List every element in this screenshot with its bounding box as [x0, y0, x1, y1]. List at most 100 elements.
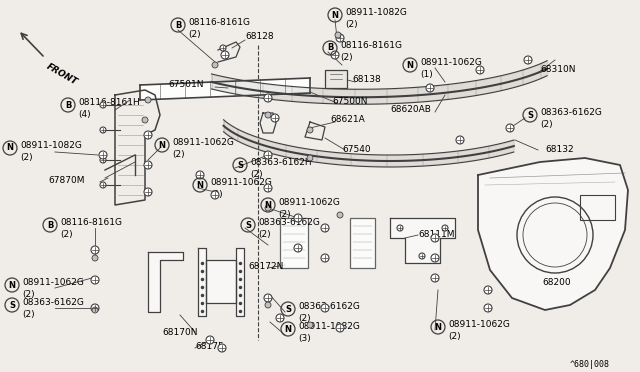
Circle shape — [264, 94, 272, 102]
Text: B: B — [175, 20, 181, 29]
Circle shape — [307, 322, 313, 328]
Text: 08911-1082G: 08911-1082G — [20, 141, 82, 150]
Circle shape — [397, 225, 403, 231]
Text: 08911-1082G: 08911-1082G — [298, 322, 360, 331]
Circle shape — [212, 62, 218, 68]
Circle shape — [524, 56, 532, 64]
Circle shape — [271, 114, 279, 122]
Text: (2): (2) — [20, 153, 33, 162]
Circle shape — [206, 336, 214, 344]
Text: (2): (2) — [345, 20, 358, 29]
Circle shape — [321, 224, 329, 232]
Text: 68172N: 68172N — [248, 262, 284, 271]
Circle shape — [91, 304, 99, 312]
Text: (4): (4) — [78, 110, 91, 119]
Circle shape — [431, 274, 439, 282]
Text: 08363-6162G: 08363-6162G — [22, 298, 84, 307]
Circle shape — [321, 304, 329, 312]
Circle shape — [484, 286, 492, 294]
Text: (1): (1) — [420, 70, 433, 79]
Circle shape — [331, 51, 339, 59]
Text: (2): (2) — [22, 290, 35, 299]
Circle shape — [337, 212, 343, 218]
Circle shape — [144, 161, 152, 169]
Text: 68200: 68200 — [542, 278, 571, 287]
Circle shape — [91, 276, 99, 284]
Circle shape — [100, 127, 106, 133]
Text: (2): (2) — [258, 230, 271, 239]
Text: S: S — [527, 110, 533, 119]
Circle shape — [264, 151, 272, 159]
Circle shape — [456, 136, 464, 144]
Text: 08911-1062G: 08911-1062G — [22, 278, 84, 287]
Polygon shape — [390, 218, 455, 263]
Circle shape — [92, 307, 98, 313]
Circle shape — [142, 117, 148, 123]
Circle shape — [426, 84, 434, 92]
Text: (2): (2) — [172, 150, 184, 159]
Text: S: S — [237, 160, 243, 170]
Circle shape — [419, 253, 425, 259]
Bar — [350, 218, 375, 268]
Text: 08363-6162G: 08363-6162G — [298, 302, 360, 311]
Circle shape — [265, 302, 271, 308]
Text: (2): (2) — [448, 332, 461, 341]
Text: 08911-1082G: 08911-1082G — [345, 8, 407, 17]
Text: (2): (2) — [60, 230, 72, 239]
Text: 08116-8161G: 08116-8161G — [60, 218, 122, 227]
Text: (2): (2) — [278, 210, 291, 219]
Circle shape — [336, 34, 344, 42]
Circle shape — [92, 255, 98, 261]
Text: N: N — [285, 324, 291, 334]
Text: (2): (2) — [210, 190, 223, 199]
Circle shape — [442, 225, 448, 231]
Polygon shape — [198, 248, 244, 316]
Circle shape — [484, 304, 492, 312]
Text: N: N — [8, 280, 15, 289]
Circle shape — [335, 32, 341, 38]
Circle shape — [294, 244, 302, 252]
Text: 08116-8161G: 08116-8161G — [340, 41, 402, 50]
Text: (2): (2) — [250, 170, 262, 179]
Circle shape — [196, 171, 204, 179]
Text: 67540: 67540 — [342, 145, 371, 154]
Text: N: N — [332, 10, 339, 19]
Circle shape — [264, 294, 272, 302]
Circle shape — [100, 182, 106, 188]
Text: 68128: 68128 — [245, 32, 274, 41]
Text: 68132: 68132 — [545, 145, 573, 154]
Bar — [280, 218, 308, 268]
Circle shape — [144, 131, 152, 139]
Text: (2): (2) — [540, 120, 552, 129]
Text: (2): (2) — [340, 53, 353, 62]
Circle shape — [100, 157, 106, 163]
Text: N: N — [406, 61, 413, 70]
Circle shape — [220, 45, 226, 51]
Text: S: S — [245, 221, 251, 230]
Text: 68620AB: 68620AB — [390, 105, 431, 114]
Circle shape — [100, 102, 106, 108]
Text: 67501N: 67501N — [168, 80, 204, 89]
Circle shape — [221, 51, 229, 59]
Text: 68310N: 68310N — [540, 65, 575, 74]
Text: 68170N: 68170N — [162, 328, 198, 337]
Circle shape — [144, 188, 152, 196]
Circle shape — [307, 127, 313, 133]
Text: FRONT: FRONT — [45, 62, 79, 87]
Circle shape — [265, 112, 271, 118]
Text: 08911-1062G: 08911-1062G — [448, 320, 510, 329]
Text: 67500N: 67500N — [332, 97, 367, 106]
Text: B: B — [47, 221, 53, 230]
Text: 08363-6162H: 08363-6162H — [250, 158, 312, 167]
Text: 08116-8161H: 08116-8161H — [78, 98, 140, 107]
Circle shape — [476, 66, 484, 74]
Text: N: N — [196, 180, 204, 189]
Circle shape — [145, 97, 151, 103]
Text: B: B — [327, 44, 333, 52]
Text: N: N — [159, 141, 166, 150]
Text: 08911-1062G: 08911-1062G — [172, 138, 234, 147]
Text: 67870M: 67870M — [48, 176, 84, 185]
Circle shape — [264, 184, 272, 192]
Circle shape — [336, 324, 344, 332]
Text: N: N — [264, 201, 271, 209]
